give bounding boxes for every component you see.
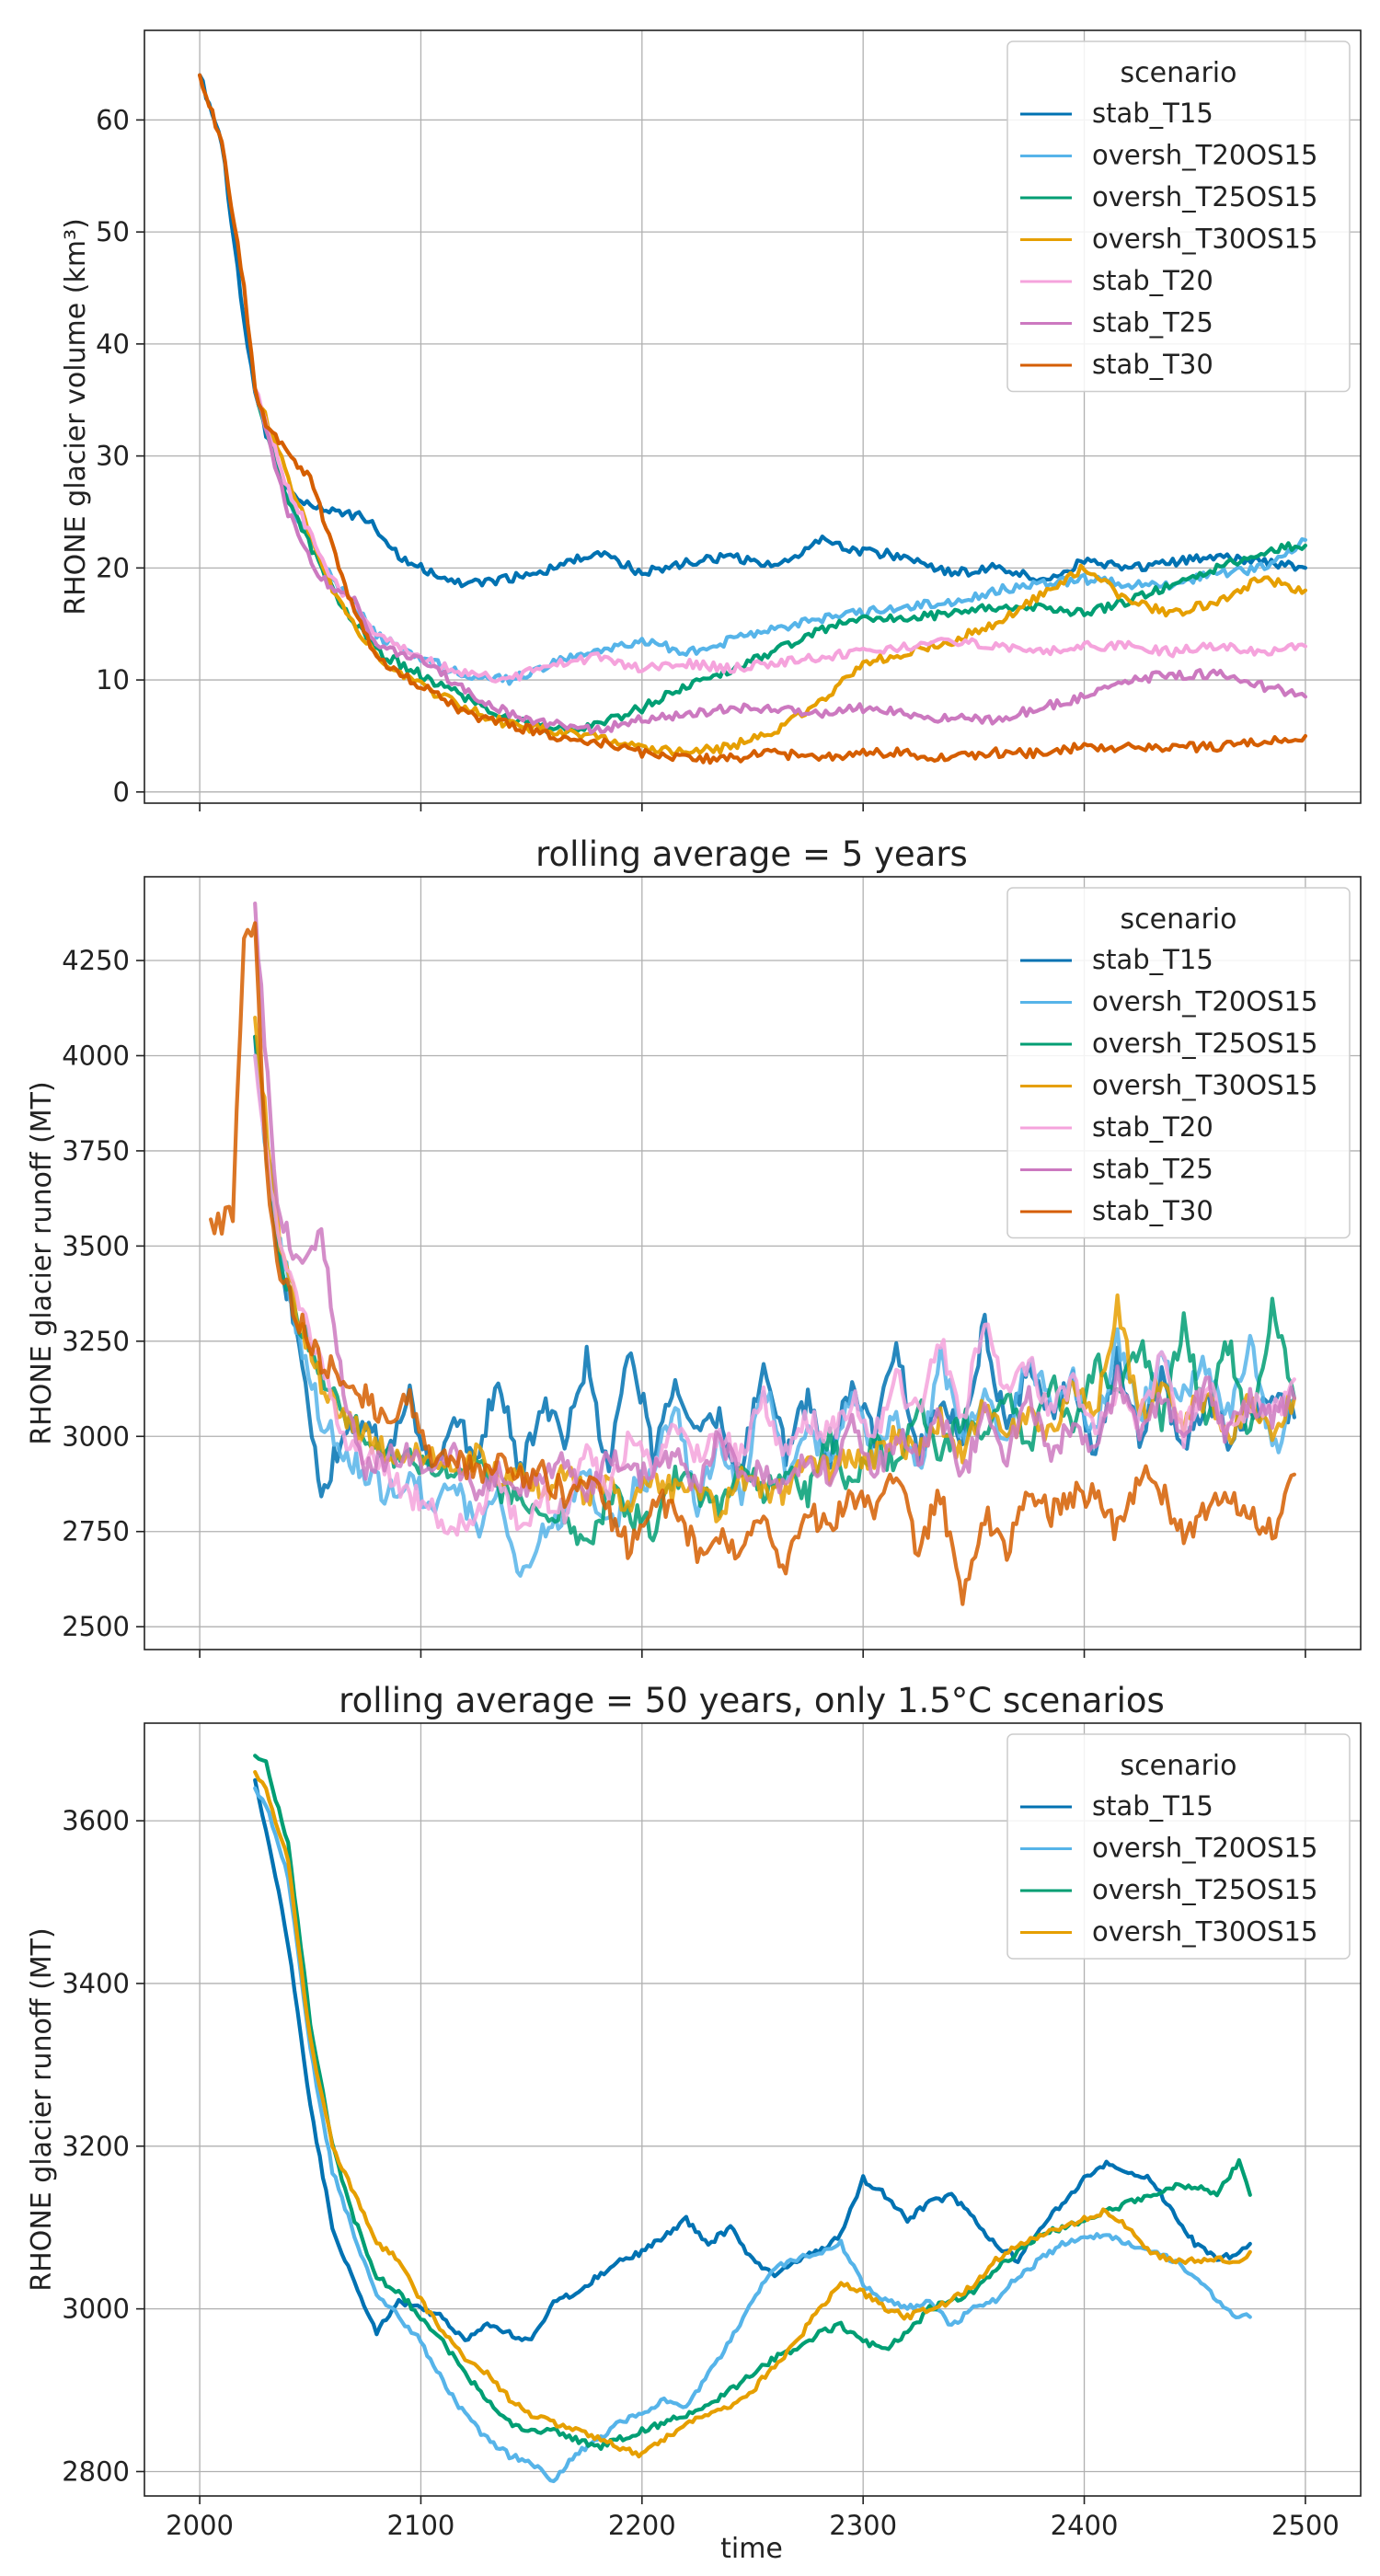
x-tick-label: 2300 — [829, 2510, 897, 2541]
series-line-stab_T20 — [253, 386, 1307, 684]
legend-title: scenario — [1120, 57, 1236, 89]
plot-frame — [144, 1722, 1362, 2497]
y-tick-label: 50 — [96, 216, 130, 247]
legend-entry: oversh_T25OS15 — [1092, 1028, 1317, 1059]
y-tick-label: 40 — [96, 328, 130, 360]
y-tick-label: 3250 — [62, 1326, 130, 1357]
y-tick-label: 3750 — [62, 1135, 130, 1167]
legend-box — [1006, 887, 1351, 1239]
x-tick-label: 2400 — [1051, 2510, 1119, 2541]
y-axis-label: RHONE glacier runoff (MT) — [26, 1927, 58, 2291]
series-line-oversh_T30OS15 — [253, 1770, 1252, 2459]
y-tick-label: 20 — [96, 552, 130, 583]
y-tick-label: 3200 — [62, 2131, 130, 2162]
series-line-stab_T15 — [253, 1777, 1252, 2342]
y-tick-label: 2800 — [62, 2455, 130, 2487]
legend-entry: oversh_T20OS15 — [1092, 1833, 1317, 1864]
series-line-stab_T15 — [198, 73, 1307, 589]
legend-entry: stab_T15 — [1092, 98, 1213, 129]
legend-entry: oversh_T30OS15 — [1092, 1070, 1317, 1101]
panel-glacier-volume: 0 10 20 30 40 50 60 RHONE glacier volume (km³)… — [60, 29, 1362, 811]
legend-entry: oversh_T20OS15 — [1092, 986, 1317, 1018]
y-tick-label: 3000 — [62, 1420, 130, 1452]
y-tick-label: 3000 — [62, 2294, 130, 2325]
legend-entry: stab_T20 — [1092, 265, 1213, 296]
legend-title: scenario — [1120, 1750, 1236, 1782]
panel-runoff-5yr: rolling average = 5 years 2500 2750 3000 32… — [26, 834, 1362, 1658]
series-line-stab_T25 — [253, 386, 1307, 735]
legend-entry: stab_T30 — [1092, 1195, 1213, 1226]
x-tick-label: 2100 — [387, 2510, 455, 2541]
series-line-stab_T30 — [198, 73, 1307, 765]
legend-entry: oversh_T30OS15 — [1092, 224, 1317, 255]
legend-entry: oversh_T25OS15 — [1092, 1874, 1317, 1905]
x-tick-label: 2000 — [166, 2510, 234, 2541]
legend-entry: stab_T25 — [1092, 307, 1213, 339]
panel-title: rolling average = 50 years, only 1.5°C s… — [339, 1681, 1165, 1720]
y-tick-label: 30 — [96, 441, 130, 472]
y-tick-label: 0 — [113, 776, 130, 808]
y-axis-label: RHONE glacier runoff (MT) — [26, 1081, 58, 1444]
y-tick-label: 3400 — [62, 1968, 130, 1999]
legend-entry: stab_T15 — [1092, 1790, 1213, 1822]
y-tick-label: 2750 — [62, 1516, 130, 1547]
panel-runoff-50yr: rolling average = 50 years, only 1.5°C s… — [26, 1681, 1362, 2565]
panel-title: rolling average = 5 years — [535, 834, 968, 874]
legend-entry: oversh_T25OS15 — [1092, 181, 1317, 213]
legend-title: scenario — [1120, 903, 1236, 936]
plot-frame — [144, 29, 1362, 804]
series-line-oversh_T20OS15 — [253, 1786, 1252, 2484]
plot-frame — [144, 876, 1362, 1650]
series-line-oversh_T25OS15 — [253, 1754, 1252, 2451]
y-axis-label: RHONE glacier volume (km³) — [60, 218, 92, 615]
y-tick-label: 3500 — [62, 1230, 130, 1261]
y-tick-label: 4250 — [62, 945, 130, 976]
series-line-stab_T30 — [209, 921, 1296, 1606]
series-line-stab_T25 — [253, 901, 1296, 1503]
legend-entry: stab_T30 — [1092, 349, 1213, 380]
legend-entry: stab_T25 — [1092, 1154, 1213, 1185]
series-line-oversh_T30OS15 — [253, 386, 1307, 757]
y-tick-label: 2500 — [62, 1611, 130, 1642]
x-axis-label: time — [720, 2533, 783, 2565]
y-tick-label: 60 — [96, 104, 130, 135]
legend-entry: stab_T20 — [1092, 1111, 1213, 1143]
y-tick-label: 3600 — [62, 1805, 130, 1836]
y-tick-label: 10 — [96, 664, 130, 696]
legend-entry: oversh_T30OS15 — [1092, 1916, 1317, 1948]
legend-box — [1006, 40, 1351, 393]
series-line-oversh_T20OS15 — [253, 386, 1307, 686]
x-tick-label: 2500 — [1271, 2510, 1340, 2541]
legend-box — [1006, 1733, 1351, 1960]
x-tick-label: 2200 — [608, 2510, 676, 2541]
series-line-oversh_T30OS15 — [253, 1016, 1296, 1524]
legend-entry: oversh_T20OS15 — [1092, 140, 1317, 171]
legend-entry: stab_T15 — [1092, 944, 1213, 975]
y-tick-label: 4000 — [62, 1040, 130, 1071]
